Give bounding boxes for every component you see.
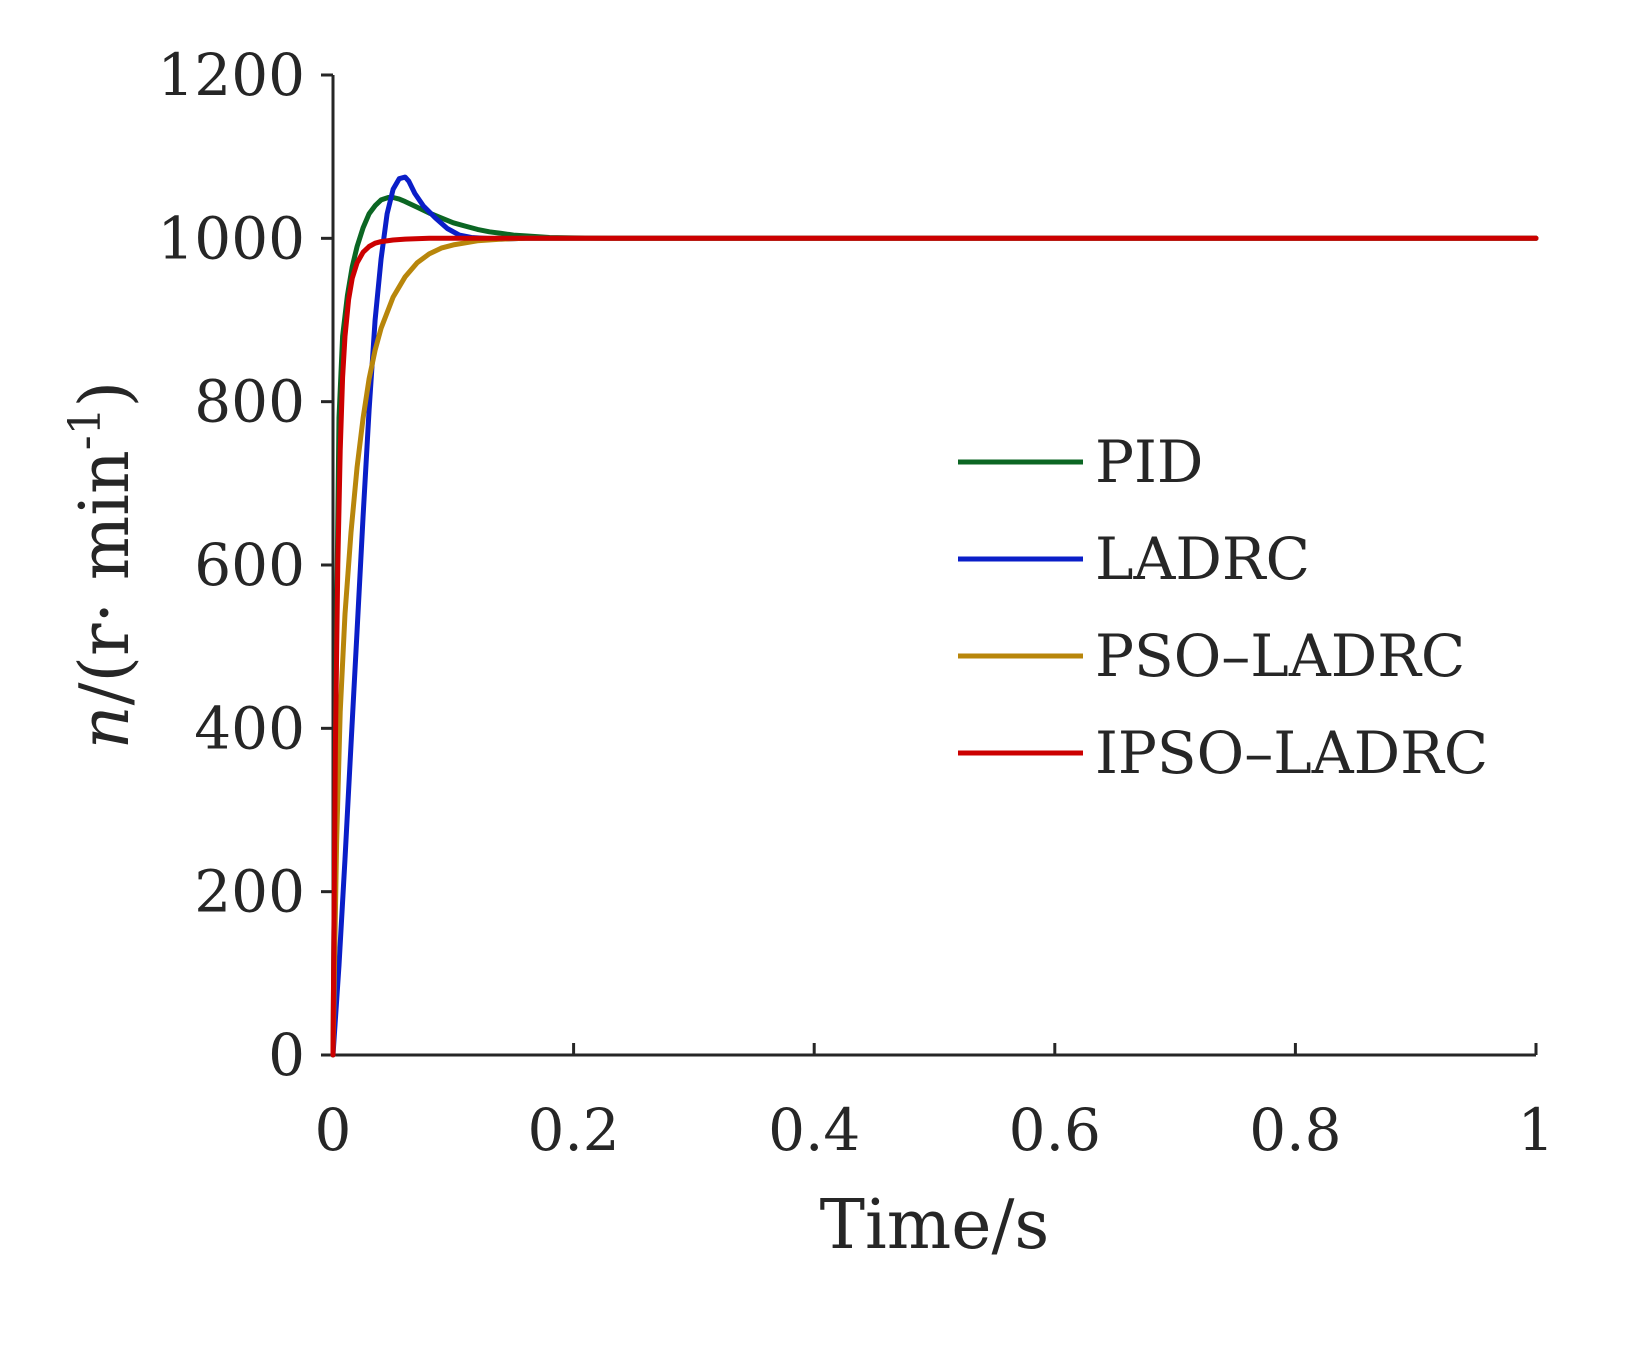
legend-label: PID [1095,428,1203,496]
x-tick-label: 0.4 [768,1096,860,1164]
x-tick-label: 0 [315,1096,352,1164]
x-tick-label: 0.6 [1009,1096,1101,1164]
legend-label: LADRC [1095,525,1310,593]
y-tick-label: 800 [194,368,305,436]
legend-label: PSO–LADRC [1095,622,1465,690]
x-tick-label: 0.8 [1249,1096,1341,1164]
series-line-ipso-ladrc [330,235,1539,1058]
y-axis-title-unit: /(r· min [66,450,145,705]
y-axis-title: n/(r· min-1) [60,381,145,749]
y-tick-label: 600 [194,531,305,599]
y-axis-title-close-paren: ) [66,381,145,408]
legend: PID LADRC PSO–LADRC IPSO–LADRC [958,428,1488,787]
y-tick-label: 1200 [157,41,305,109]
y-tick-label: 400 [194,694,305,762]
plot-lines [330,174,1539,1058]
y-axis-title-superscript: -1 [60,407,111,450]
legend-label: IPSO–LADRC [1095,719,1488,787]
y-axis-title-symbol: n [66,705,145,749]
x-axis-title: Time/s [820,1186,1050,1265]
x-tick-label: 1 [1518,1096,1555,1164]
series-line-ladrc [330,174,1539,1058]
x-tick-label: 0.2 [527,1096,619,1164]
y-tick-label: 200 [194,858,305,926]
y-tick-label: 1000 [157,204,305,272]
axes [331,75,1536,1057]
axis-ticks: 0 200 400 600 800 1000 1200 0 0.2 0.4 0.6 0.8 1 [157,41,1554,1164]
y-tick-label: 0 [268,1021,305,1089]
